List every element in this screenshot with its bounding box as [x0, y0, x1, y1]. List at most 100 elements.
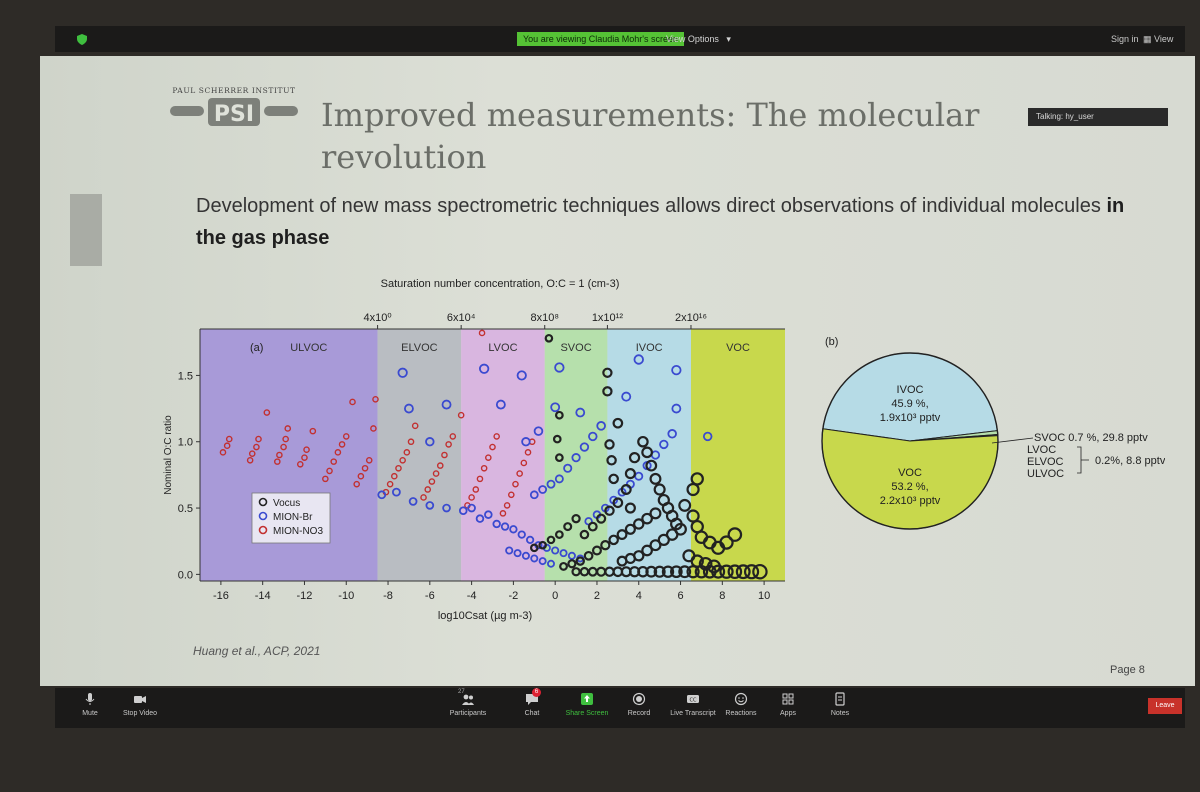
meeting-top-bar: You are viewing Claudia Mohr's screen Vi… [55, 26, 1185, 52]
apps-button[interactable]: Apps [753, 692, 823, 717]
data-point [391, 472, 398, 480]
data-point [503, 502, 511, 509]
x-tick-label: 6 [677, 590, 683, 602]
pie-label: 45.9 %, [891, 398, 928, 410]
data-point [301, 454, 308, 461]
slide-decor-block [70, 194, 102, 266]
data-point [397, 367, 408, 378]
data-point [616, 529, 628, 540]
pie-label: 53.2 %, [891, 481, 928, 493]
data-point [600, 540, 611, 551]
data-point [530, 554, 539, 563]
chevron-down-icon: ▾ [721, 34, 731, 44]
data-point [468, 494, 475, 501]
subtitle-text: Development of new mass spectrometric te… [196, 195, 1107, 217]
share-screen-icon [581, 693, 593, 705]
data-point [525, 535, 535, 544]
top-tick-label: 2x10¹⁶ [675, 312, 707, 324]
data-point [624, 468, 636, 480]
y-tick-label: 1.5 [178, 370, 193, 382]
data-point [633, 354, 644, 365]
live-transcript-button[interactable]: CC Live Transcript [658, 692, 728, 717]
data-point [538, 540, 547, 550]
pie-label: VOC [898, 467, 922, 479]
data-point [489, 443, 496, 451]
data-point [575, 556, 585, 566]
page-number: Page 8 [1110, 664, 1145, 676]
data-point [538, 557, 547, 566]
data-point [559, 549, 568, 558]
data-point [735, 564, 751, 580]
data-point [612, 417, 624, 429]
record-button[interactable]: Record [604, 692, 674, 717]
record-icon [632, 692, 646, 706]
y-tick-label: 1.0 [178, 437, 193, 449]
legend-marker [258, 525, 268, 535]
data-point [559, 561, 568, 571]
shield-icon[interactable] [77, 34, 87, 45]
reactions-button[interactable]: Reactions [706, 692, 776, 717]
data-point [727, 564, 743, 580]
svoc-leader-line [991, 437, 1034, 444]
participants-button[interactable]: 27 Participants [433, 689, 503, 717]
y-axis-label: Nominal O:C ratio [163, 415, 174, 495]
data-point [509, 525, 518, 534]
data-point [512, 480, 519, 488]
volatility-pie-chart: (b) IVOC 45.9 %, 1.9x10³ pptv VOC 53.2 %, 2.2x… [821, 336, 1165, 530]
x-tick-label: -14 [255, 590, 271, 602]
data-point [550, 402, 561, 413]
data-point [667, 429, 677, 439]
data-point [475, 514, 485, 523]
data-point [516, 470, 523, 477]
data-point [253, 443, 260, 451]
participants-count: 27 [458, 689, 465, 695]
svg-text:CC: CC [690, 698, 697, 704]
data-point [495, 399, 506, 410]
reactions-label: Reactions [725, 710, 757, 717]
view-button[interactable]: ▦ View [1143, 32, 1173, 46]
sign-in-button[interactable]: Sign in [1111, 34, 1139, 44]
leave-button[interactable]: Leave [1148, 698, 1182, 714]
chat-button[interactable]: 6 Chat [497, 688, 567, 717]
notes-button[interactable]: Notes [805, 692, 875, 717]
mute-button[interactable]: Mute [55, 692, 125, 717]
data-point [493, 433, 500, 440]
stop-video-button[interactable]: Stop Video [105, 692, 175, 717]
data-point [492, 519, 501, 529]
data-point [552, 434, 562, 444]
view-options-button[interactable]: View Options ▾ [666, 32, 731, 46]
data-point [633, 518, 645, 530]
data-point [372, 395, 379, 403]
x-tick-label: 2 [594, 590, 600, 602]
record-label: Record [627, 710, 651, 717]
data-point [428, 478, 436, 485]
share-screen-button[interactable]: Share Screen [552, 692, 622, 717]
data-point [653, 483, 666, 496]
data-point [445, 441, 452, 448]
data-point [588, 431, 598, 442]
y-tick-label: 0.5 [178, 503, 193, 515]
data-point [641, 544, 653, 557]
region-label: ULVOC [290, 342, 327, 354]
region-label: IVOC [636, 342, 663, 354]
data-point [395, 464, 402, 472]
data-point [649, 507, 662, 520]
data-point [485, 454, 492, 461]
x-tick-label: -6 [425, 590, 435, 602]
stop-video-label: Stop Video [122, 710, 158, 717]
x-tick-label: 8 [719, 590, 725, 602]
chart-legend: Vocus MION-Br MION-NO3 [251, 492, 331, 544]
data-point [671, 364, 682, 376]
legend-box [251, 492, 331, 544]
data-point [365, 457, 373, 464]
region-label: VOC [726, 342, 750, 354]
data-point [407, 438, 415, 446]
data-point [612, 497, 624, 509]
pie-label: IVOC [897, 384, 924, 396]
data-point [608, 534, 619, 546]
pie-label: LVOC [1027, 444, 1056, 456]
data-point [309, 427, 317, 435]
share-screen-label: Share Screen [565, 710, 609, 717]
data-point [361, 464, 369, 472]
data-point [441, 451, 448, 459]
